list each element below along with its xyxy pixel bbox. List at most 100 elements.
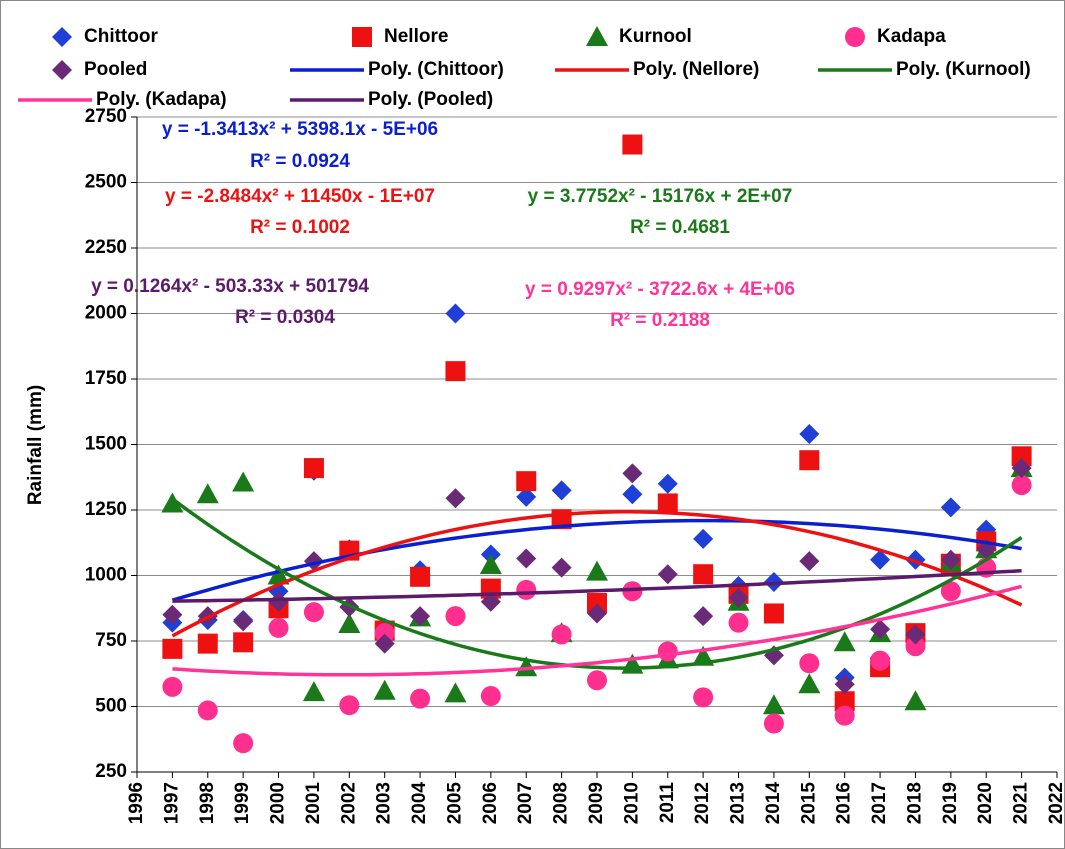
point <box>480 686 501 707</box>
point <box>551 557 572 578</box>
point <box>693 564 714 585</box>
y-tick-label: 1750 <box>85 368 127 389</box>
trendline <box>172 568 1022 603</box>
point <box>693 606 714 627</box>
x-tick-label: 2012 <box>692 782 713 824</box>
point <box>833 631 856 652</box>
trend-r2: R² = 0.1002 <box>250 217 350 238</box>
point <box>763 713 784 734</box>
point <box>622 463 643 484</box>
trendline <box>172 584 1023 677</box>
point <box>940 497 961 518</box>
point <box>162 676 183 697</box>
point <box>410 606 431 627</box>
point <box>197 633 218 654</box>
point <box>233 733 254 754</box>
legend-marker <box>52 27 72 47</box>
trendline <box>171 518 1022 602</box>
point <box>162 638 183 659</box>
point <box>232 471 255 492</box>
trend-equation: y = -1.3413x² + 5398.1x - 5E+06 <box>162 119 438 140</box>
legend-label: Kurnool <box>619 26 692 47</box>
point <box>657 473 678 494</box>
point <box>303 458 324 479</box>
y-tick-label: 1000 <box>85 565 127 586</box>
point <box>728 587 749 608</box>
x-tick-label: 2003 <box>374 782 395 824</box>
x-tick-label: 1996 <box>126 782 147 824</box>
y-tick-label: 250 <box>95 761 127 782</box>
point <box>870 650 891 671</box>
point <box>233 611 254 632</box>
y-tick-label: 750 <box>95 630 127 651</box>
x-tick-label: 1998 <box>197 782 218 824</box>
x-tick-label: 2010 <box>621 782 642 824</box>
trend-equation: y = 3.7752x² - 15176x + 2E+07 <box>528 186 793 207</box>
legend-label: Poly. (Kurnool) <box>896 59 1031 80</box>
point <box>161 492 184 513</box>
x-tick-label: 2000 <box>268 782 289 824</box>
x-tick-label: 2007 <box>515 782 536 824</box>
point <box>374 623 395 644</box>
point <box>622 134 643 155</box>
x-tick-label: 2002 <box>338 782 359 824</box>
point <box>940 549 961 570</box>
point <box>516 579 537 600</box>
point <box>444 682 467 703</box>
point <box>762 694 785 715</box>
point <box>1011 446 1032 467</box>
legend-label: Poly. (Kadapa) <box>96 89 227 110</box>
x-tick-label: 2001 <box>303 782 324 825</box>
point <box>445 361 466 382</box>
point <box>763 603 784 624</box>
y-tick-label: 500 <box>95 696 127 717</box>
point <box>339 695 360 716</box>
trend-equation: y = -2.8484x² + 11450x - 1E+07 <box>165 186 435 207</box>
trend-equation: y = 0.1264x² - 503.33x + 501794 <box>91 276 369 297</box>
y-tick-label: 2250 <box>85 237 127 258</box>
point <box>940 581 961 602</box>
point <box>516 548 537 569</box>
point <box>799 450 820 471</box>
x-tick-label: 2008 <box>551 782 572 824</box>
legend-label: Poly. (Nellore) <box>633 59 759 80</box>
point <box>197 700 218 721</box>
point <box>267 564 290 585</box>
point <box>445 606 466 627</box>
point <box>516 486 537 507</box>
point <box>268 591 289 612</box>
point <box>233 632 254 653</box>
trend-r2: R² = 0.0924 <box>250 151 350 172</box>
point <box>834 674 855 695</box>
y-tick-label: 1250 <box>85 499 127 520</box>
point <box>480 591 501 612</box>
legend-label: Nellore <box>384 26 448 47</box>
x-tick-label: 2017 <box>869 782 890 824</box>
point <box>587 603 607 624</box>
point <box>551 624 572 645</box>
x-tick-label: 2021 <box>1011 782 1032 825</box>
legend-label: Poly. (Chittoor) <box>368 59 504 80</box>
point <box>587 593 607 614</box>
point <box>905 624 926 645</box>
trendline <box>171 510 1023 638</box>
legend-marker <box>352 27 372 47</box>
point <box>587 670 607 691</box>
trend-r2: R² = 0.2188 <box>610 310 710 331</box>
point <box>303 602 324 623</box>
x-tick-label: 2018 <box>904 782 925 824</box>
x-tick-label: 1997 <box>161 782 182 824</box>
point <box>622 581 643 602</box>
trend-r2: R² = 0.4681 <box>630 217 730 238</box>
point <box>373 679 396 700</box>
point <box>693 687 714 708</box>
point <box>834 705 855 726</box>
y-tick-label: 2500 <box>85 172 127 193</box>
x-tick-label: 2013 <box>728 782 749 824</box>
y-tick-label: 1500 <box>85 434 127 455</box>
x-tick-label: 2019 <box>940 782 961 824</box>
y-tick-label: 2750 <box>85 106 127 127</box>
legend-label: Poly. (Pooled) <box>368 89 493 110</box>
point <box>799 653 820 674</box>
